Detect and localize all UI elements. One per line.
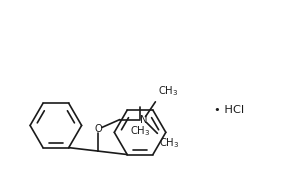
Text: N: N [140, 115, 147, 125]
Text: • HCl: • HCl [214, 105, 244, 115]
Text: CH$_3$: CH$_3$ [158, 84, 179, 98]
Text: CH$_3$: CH$_3$ [160, 136, 180, 150]
Text: O: O [94, 124, 102, 134]
Text: CH$_3$: CH$_3$ [130, 125, 150, 138]
